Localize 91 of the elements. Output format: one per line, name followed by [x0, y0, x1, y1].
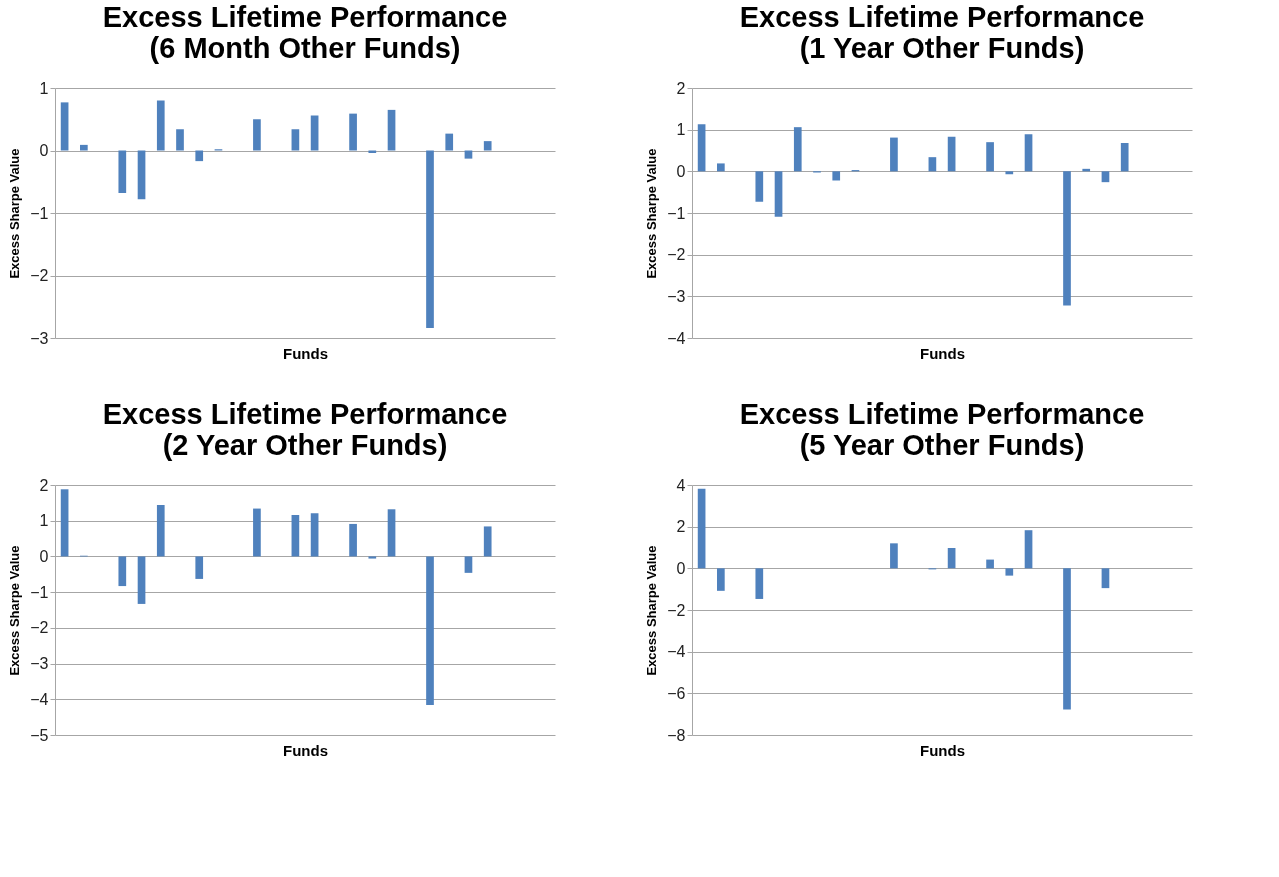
- bar: [368, 556, 377, 559]
- bar: [755, 568, 764, 599]
- bar: [1005, 171, 1014, 175]
- y-tick-label: −1: [667, 204, 686, 222]
- y-tick-label: 2: [676, 518, 686, 536]
- y-tick-label: −4: [667, 643, 686, 661]
- bar: [156, 100, 165, 151]
- y-tick-label: −1: [30, 583, 49, 601]
- y-tick-label: −5: [30, 726, 49, 744]
- bar: [195, 556, 204, 579]
- bar: [1063, 171, 1071, 306]
- y-tick-label: 4: [676, 476, 686, 494]
- bar: [717, 568, 725, 591]
- bar: [426, 150, 434, 328]
- bar: [483, 141, 492, 151]
- y-tick-label: −4: [30, 690, 49, 708]
- bar: [928, 157, 937, 172]
- bar: [176, 129, 184, 151]
- bar: [1101, 568, 1110, 589]
- bar: [310, 513, 319, 557]
- bar: [387, 109, 396, 151]
- bar: [697, 488, 706, 569]
- bar: [118, 150, 127, 193]
- bar: [310, 115, 319, 151]
- x-axis-title: Funds: [283, 741, 328, 759]
- bar: [1005, 568, 1014, 576]
- chart-title: Excess Lifetime Performance (6 Month Other Funds): [102, 1, 508, 64]
- x-axis-title: Funds: [920, 344, 965, 362]
- chart-title: Excess Lifetime Performance (5 Year Other Funds): [739, 398, 1145, 461]
- y-tick-label: −1: [30, 204, 49, 222]
- bar: [60, 489, 69, 557]
- bar: [80, 144, 88, 151]
- bar: [717, 163, 725, 172]
- y-axis-title: Excess Sharpe Value: [644, 148, 660, 279]
- bar: [445, 133, 454, 151]
- y-tick-label: 2: [39, 476, 49, 494]
- bar: [137, 556, 146, 604]
- y-tick-label: 1: [676, 121, 686, 139]
- bar: [137, 150, 146, 200]
- bar: [1024, 530, 1033, 569]
- bar: [253, 119, 261, 151]
- bar: [253, 508, 261, 557]
- bar: [1101, 171, 1110, 183]
- y-tick-label: −3: [667, 287, 686, 305]
- chart-title: Excess Lifetime Performance (1 Year Other Funds): [739, 1, 1145, 64]
- bar: [1063, 568, 1071, 710]
- bar: [426, 556, 434, 705]
- bar: [986, 142, 994, 172]
- y-tick-label: 1: [39, 79, 49, 97]
- y-tick-label: −3: [30, 329, 49, 347]
- x-axis-title: Funds: [920, 741, 965, 759]
- y-tick-label: −8: [667, 726, 686, 744]
- bar: [890, 137, 898, 172]
- y-axis-title: Excess Sharpe Value: [7, 148, 23, 279]
- bar: [387, 509, 396, 557]
- bar: [118, 556, 127, 587]
- bar: [483, 526, 492, 557]
- y-tick-label: −3: [30, 655, 49, 673]
- y-tick-label: 0: [676, 162, 686, 180]
- bar: [464, 556, 473, 573]
- y-tick-label: −2: [667, 246, 686, 264]
- y-axis-title: Excess Sharpe Value: [7, 545, 23, 676]
- y-tick-label: −2: [30, 619, 49, 637]
- bar: [291, 515, 300, 557]
- bar: [156, 505, 165, 557]
- bar: [890, 543, 898, 569]
- bar: [195, 150, 204, 162]
- bar: [755, 171, 764, 202]
- x-axis-title: Funds: [283, 344, 328, 362]
- y-tick-label: 0: [39, 142, 49, 159]
- y-tick-label: −6: [667, 684, 686, 702]
- bar: [986, 559, 994, 569]
- bar: [1120, 143, 1129, 172]
- y-axis-title: Excess Sharpe Value: [644, 545, 660, 676]
- bar: [60, 102, 69, 151]
- bar: [697, 124, 706, 172]
- bar: [832, 171, 841, 181]
- chart-title: Excess Lifetime Performance (2 Year Other Funds): [102, 398, 508, 461]
- bar: [793, 127, 802, 172]
- y-tick-label: −2: [667, 601, 686, 619]
- bar: [291, 129, 300, 151]
- y-tick-label: 0: [676, 559, 686, 577]
- bar: [774, 171, 783, 217]
- bar: [349, 523, 357, 557]
- bar: [349, 113, 357, 151]
- y-tick-label: −4: [667, 329, 686, 347]
- bar: [1024, 134, 1033, 172]
- y-tick-label: 2: [676, 79, 686, 97]
- y-tick-label: −2: [30, 267, 49, 284]
- y-tick-label: 0: [39, 547, 49, 565]
- y-tick-label: 1: [39, 512, 49, 530]
